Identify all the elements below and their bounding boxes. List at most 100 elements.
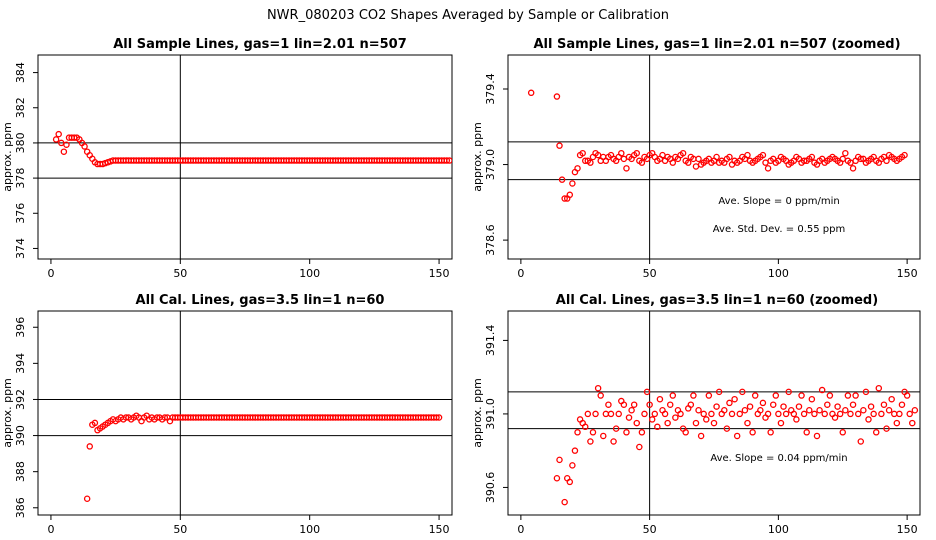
data-point [824,401,831,408]
plot-frame [507,54,921,260]
data-point [842,406,849,414]
data-point [594,384,602,392]
data-point [55,130,62,138]
data-point [687,401,695,408]
data-point [893,419,901,427]
data-point [721,406,728,414]
data-point [669,392,677,399]
y-tick-label: 374 [14,238,27,259]
data-point [630,401,638,408]
data-point [589,429,597,436]
y-tick-label: 378 [14,168,27,189]
data-point [821,410,828,418]
data-point [677,410,684,418]
data-point [808,395,816,403]
plot-frame [37,54,453,260]
y-tick-label: 390.6 [484,472,497,504]
data-point [885,406,893,414]
annotation-text: Ave. Slope = 0 ppm/min [718,196,839,207]
data-point [656,395,664,403]
y-tick-label: 391.0 [484,398,497,430]
data-point [795,403,803,410]
data-point [703,416,710,423]
x-tick-label: 100 [299,267,320,280]
annotation-text: Ave. Std. Dev. = 0.55 ppm [713,224,845,235]
x-tick-label: 0 [517,523,524,536]
data-point [865,416,872,423]
data-point [60,148,68,155]
x-tick-label: 100 [299,523,320,536]
data-point [610,438,617,445]
panel-sample-lines-zoomed: All Sample Lines, gas=1 lin=2.01 n=507 (… [471,37,921,280]
data-point [695,406,702,414]
data-point [790,410,798,418]
data-series [83,412,443,503]
data-point [446,157,452,164]
data-point [896,410,903,418]
data-point [710,419,718,427]
data-point [726,399,733,407]
x-tick-label: 150 [897,267,918,280]
data-point [764,165,772,172]
data-point [705,392,713,399]
panel-title: All Sample Lines, gas=1 lin=2.01 n=507 [113,37,407,52]
y-tick-label: 391.4 [484,325,497,357]
data-point [623,429,630,436]
data-point [643,388,651,396]
data-point [847,410,854,418]
data-point [844,392,852,399]
data-point [600,432,607,440]
data-point [664,419,671,427]
data-point [759,399,767,407]
y-tick-label: 390 [14,425,27,446]
data-point [625,414,633,421]
data-point [764,410,772,418]
data-point [862,388,870,396]
x-tick-label: 0 [517,267,524,280]
data-point [839,429,847,436]
panel-title: All Cal. Lines, gas=3.5 lin=1 n=60 [136,293,385,308]
data-point [556,142,563,149]
panel-title: All Sample Lines, gas=1 lin=2.01 n=507 (… [533,37,900,52]
data-series [553,384,919,506]
panel-title: All Cal. Lines, gas=3.5 lin=1 n=60 (zoom… [556,293,878,308]
x-tick-label: 50 [643,523,657,536]
data-point [744,151,751,159]
data-point [769,401,777,408]
data-point [831,414,839,421]
data-point [870,410,877,418]
data-point [579,149,586,157]
data-point [849,165,857,172]
y-tick-label: 384 [14,62,27,83]
panel-sample-lines: All Sample Lines, gas=1 lin=2.01 n=507 0… [1,37,453,280]
x-tick-label: 150 [897,523,918,536]
data-point [883,425,890,432]
data-point [695,155,702,163]
data-point [852,392,859,399]
data-point [433,414,440,421]
data-point [638,159,646,166]
figure-title: NWR_080203 CO2 Shapes Averaged by Sample… [267,8,669,23]
data-point [736,410,744,418]
y-axis-label: approx. ppm [1,378,14,448]
data-point [91,419,99,427]
data-point [762,159,769,166]
data-point [800,410,808,418]
y-tick-label: 376 [14,203,27,224]
data-point [909,419,916,427]
data-point [569,462,576,469]
y-axis-label: approx. ppm [471,378,484,448]
data-point [782,410,790,418]
x-tick-label: 50 [643,267,657,280]
data-point [679,149,687,157]
data-point [615,410,622,418]
x-tick-label: 50 [173,523,187,536]
data-point [633,419,641,427]
data-point [842,149,849,157]
data-point [582,423,589,431]
data-point [641,410,648,418]
data-point [857,438,865,445]
data-point [772,392,780,399]
data-point [672,414,679,421]
data-point [883,157,890,165]
